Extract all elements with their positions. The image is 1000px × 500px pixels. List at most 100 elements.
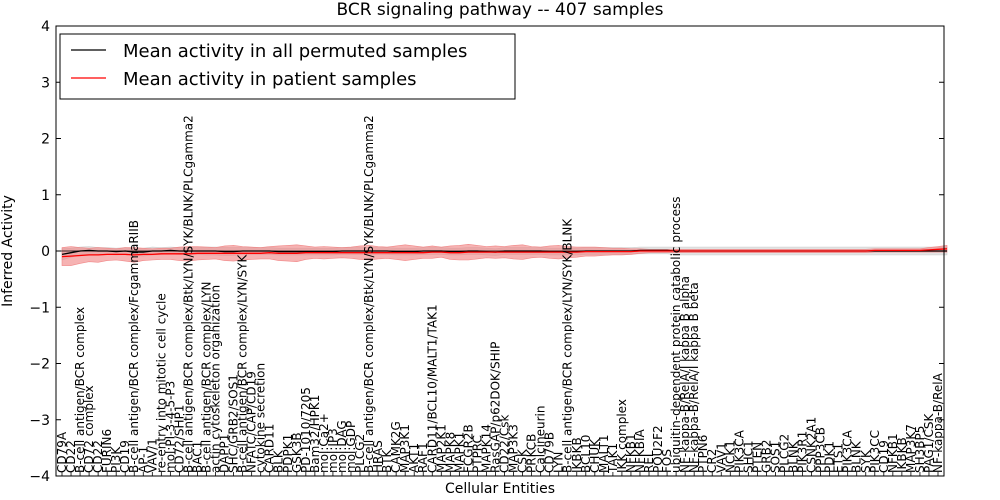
x-tick-label: Bam32/HPK1 [308, 395, 322, 473]
x-tick-label: B-cell antigen/BCR complex/LYN/SYK/BLNK [561, 218, 575, 473]
x-tick-label: MAP3K3 [507, 424, 521, 473]
x-tick-label: MAPK8 [443, 432, 457, 473]
x-tick-label: BLNK [850, 440, 864, 473]
x-tick-label: MAP3K7 [904, 424, 918, 473]
x-tick-label: PTEN [750, 442, 764, 473]
x-tick-label: PIK3CA [732, 429, 746, 473]
x-tick-label: NCK1 [723, 440, 737, 473]
confidence-bands [61, 243, 948, 266]
x-tick-label: SHC/GRB2/SOS1 [227, 374, 241, 473]
x-tick-label: B-cell antigen/BCR complex [73, 307, 87, 473]
x-tick-label: PTPRC [470, 435, 484, 473]
x-tick-label: PLCG2 [778, 434, 792, 473]
x-tick-label: cytokine secretion [254, 363, 268, 473]
x-tick-label: LYN [552, 452, 566, 473]
x-tick-label: NFKBIA [633, 428, 647, 473]
x-tick-label: actin cytoskeleton organization [209, 285, 223, 473]
x-tick-label: re-entry into mitotic cell cycle [154, 293, 168, 473]
x-tick-label: PIK3CA [841, 429, 855, 473]
y-tick-label: −2 [29, 357, 50, 373]
x-tick-label: SOS1 [768, 441, 782, 473]
y-tick-label: −3 [29, 413, 50, 429]
x-tick-label: CD79A [55, 431, 69, 473]
x-tick-label: IKK complex [615, 399, 629, 473]
x-tick-label: BTK [380, 448, 394, 473]
x-tick-label: NFATC/CAP/CD19 [245, 371, 259, 473]
x-tick-label: MAPK1 [452, 432, 466, 473]
x-tick-label: HRAS [371, 440, 385, 473]
x-tick-label: POU2F2 [651, 425, 665, 473]
x-tick-label: CAMK2G [389, 421, 403, 473]
x-tick-label: CD72 complex [82, 385, 96, 473]
x-tick-label: mol:Ca2+ [317, 413, 331, 473]
x-tick-label: GSK3B [290, 432, 304, 473]
x-tick-label: DAPP1 [218, 434, 232, 473]
x-tick-label: CHUK [588, 438, 602, 473]
x-tick-label: FURIN6 [100, 429, 114, 473]
legend-box [59, 33, 516, 100]
x-tick-label: CD72/SHP1 [172, 405, 186, 473]
x-tick-label: NFKB1 [624, 433, 638, 473]
x-tick-label: AP-1 [136, 446, 150, 473]
x-tick-label: NF-kappa-B/RelA [931, 372, 945, 473]
x-tick-label: BCL10 [579, 435, 593, 473]
x-tick-label: B-cell antigen/BCR complex/FcgammaRIIB [127, 220, 141, 473]
x-tick-label: MALT1 [597, 434, 611, 473]
x-tick-label: BLNK [787, 440, 801, 473]
x-tick-label: FOS [660, 449, 674, 473]
y-tick-label: −1 [29, 300, 50, 316]
x-tick-label: PLCG2 [353, 434, 367, 473]
x-tick-label: CARD11 [263, 424, 277, 473]
x-tick-label: NF-kappa-B/RelA/I kappa B beta [687, 282, 701, 473]
x-tick-label: B-cell antigen/BCR complex/LYN/SYK [236, 253, 250, 473]
y-tick-label: −4 [29, 469, 50, 485]
y-axis-label: Inferred Activity [0, 195, 16, 307]
x-tick-label: Calcineurin [534, 406, 548, 473]
x-tick-label: VAV1 [714, 442, 728, 473]
y-tick-label: 3 [41, 75, 50, 91]
x-tick-label: PAG1/CSK [922, 413, 936, 473]
x-tick-label: MAP2K1 [434, 424, 448, 473]
x-tick-label: NFKB1 [886, 433, 900, 473]
x-tick-label: NF-kappa-B/RelA/I kappa B alpha [678, 276, 692, 473]
x-tick-label: GRB2 [759, 439, 773, 473]
legend-label-patient: Mean activity in patient samples [123, 69, 417, 90]
x-tick-label: CD19 [118, 440, 132, 473]
chart-title: BCR signaling pathway -- 407 samples [336, 0, 663, 20]
x-tick-label: TAK1 [606, 443, 620, 474]
y-tick-label: 1 [41, 188, 50, 204]
x-tick-label: IKBKB [570, 437, 584, 473]
x-tick-label: PTPN6 [696, 435, 710, 473]
x-tick-label: mol:DAG [335, 420, 349, 473]
y-tick-label: 2 [41, 132, 50, 148]
x-tick-label: IKBKB [895, 437, 909, 473]
x-tick-label: BLK [272, 449, 286, 473]
x-tick-label: CSK [516, 448, 530, 473]
x-tick-label: SHC1 [741, 440, 755, 473]
x-tick-label: RasGAP/p62DOK/SHIP [489, 342, 503, 473]
x-tick-label: CD22 [64, 440, 78, 473]
line-patient [61, 248, 948, 258]
x-tick-label: RAF1 [416, 442, 430, 473]
x-tick-label: B-cell antigen/BCR complex/LYN [200, 281, 214, 473]
x-tick-label: CD19 [877, 440, 891, 473]
x-tick-label: MAP3K1 [398, 424, 412, 473]
x-tick-label: PIK3CC [868, 430, 882, 473]
x-tick-label: REL [642, 450, 656, 473]
y-tick-label: 4 [41, 19, 50, 35]
legend: Mean activity in all permuted samples Me… [59, 33, 516, 100]
x-tick-label: PD-1010/7205 [299, 387, 313, 473]
x-tick-label: mol:GDP [344, 421, 358, 473]
x-tick-label: MAPK14 [480, 424, 494, 473]
x-tick-label: SYK [859, 449, 873, 473]
x-tick-label: CR2 [705, 449, 719, 473]
band-patient [61, 243, 948, 266]
x-tick-label: PIK3R1 [796, 431, 810, 473]
x-tick-label: mol:PI-3-4-5-P3 [163, 381, 177, 473]
x-tick-label: CD22 [91, 440, 105, 473]
x-tick-label: FCGR2B [461, 424, 475, 473]
y-axis-ticks: −4 −3 −2 −1 0 1 2 3 4 [29, 19, 944, 485]
x-tick-label: PDPK1 [281, 434, 295, 473]
x-tick-label: ubiquitin-dependent protein catabolic pr… [669, 197, 683, 473]
